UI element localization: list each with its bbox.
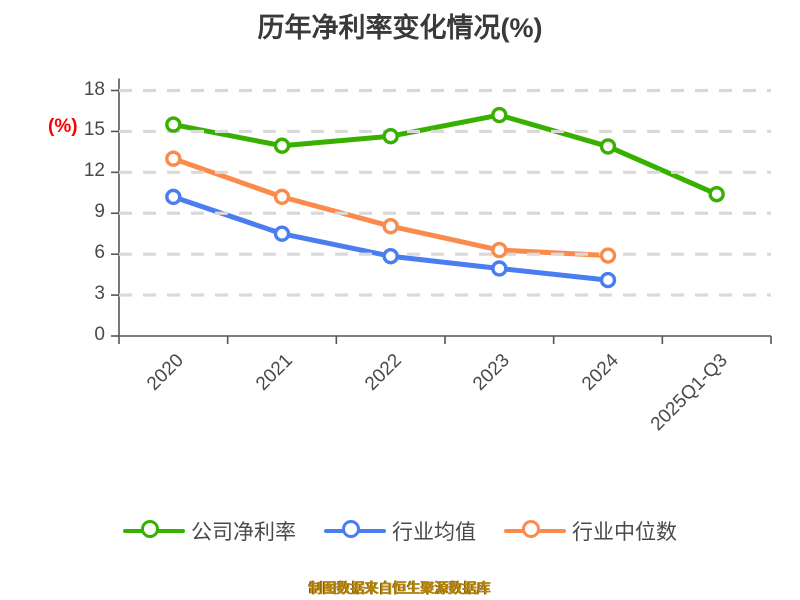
data-point-marker[interactable] (382, 248, 399, 265)
legend-label: 行业均值 (392, 521, 476, 544)
y-tick-label: 9 (94, 201, 105, 223)
y-tick-label: 6 (94, 242, 105, 264)
data-point-marker[interactable] (491, 260, 508, 277)
series-line-1 (170, 194, 611, 283)
data-point-marker[interactable] (599, 247, 617, 264)
legend-label: 行业中位数 (572, 521, 677, 544)
legend-swatch-icon (324, 518, 386, 544)
y-tick-label: 18 (83, 78, 105, 100)
chart-legend: 公司净利率 行业均值 行业中位数 (0, 516, 800, 546)
y-tick-label: 12 (83, 160, 105, 182)
y-axis-unit-label: (%) (48, 116, 78, 137)
legend-swatch-icon (123, 518, 185, 544)
data-point-marker[interactable] (491, 106, 508, 124)
y-tick-label: 15 (83, 119, 105, 141)
y-tick-label: 0 (94, 324, 105, 345)
data-point-marker[interactable] (273, 137, 291, 154)
series-line-0 (170, 112, 720, 197)
data-point-marker[interactable] (273, 188, 291, 206)
data-point-marker[interactable] (708, 185, 725, 203)
data-point-marker[interactable] (382, 127, 399, 145)
legend-swatch-icon (504, 518, 566, 544)
data-point-marker[interactable] (165, 188, 182, 206)
y-tick-label: 3 (94, 283, 105, 305)
data-point-marker[interactable] (382, 218, 399, 235)
legend-label: 公司净利率 (191, 521, 296, 544)
legend-item-2[interactable]: 行业中位数 (504, 516, 677, 546)
legend-marker-circle-icon (522, 520, 540, 538)
footnote-shadow: 制图数据来自恒生聚源数据库 (308, 580, 490, 596)
data-point-marker[interactable] (165, 150, 182, 167)
legend-marker-circle-icon (141, 520, 159, 538)
legend-item-0[interactable]: 公司净利率 (123, 516, 296, 546)
data-point-marker[interactable] (599, 138, 617, 155)
legend-marker-circle-icon (342, 520, 360, 538)
legend-item-1[interactable]: 行业均值 (324, 516, 476, 546)
data-point-marker[interactable] (273, 225, 291, 242)
footnote: 制图数据来自恒生聚源数据库 (309, 580, 491, 596)
chart-title: 历年净利率变化情况(%) (257, 13, 543, 43)
data-point-marker[interactable] (491, 241, 508, 259)
data-point-marker[interactable] (599, 271, 617, 289)
data-point-marker[interactable] (165, 116, 182, 133)
axis-spine (118, 78, 771, 337)
